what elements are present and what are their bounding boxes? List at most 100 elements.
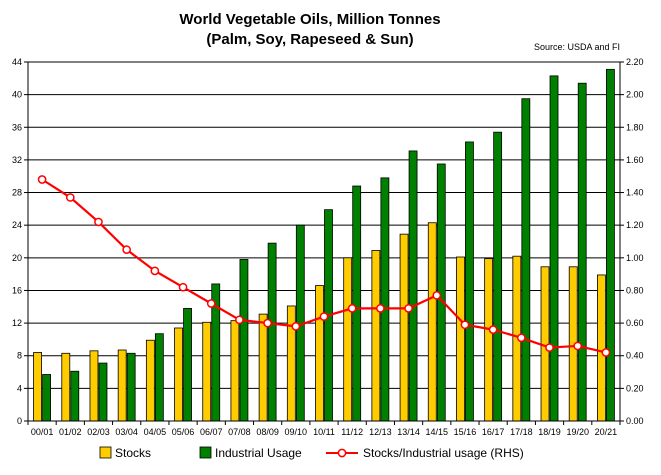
stocks-ratio-point: [291, 322, 301, 331]
y-right-tick-label: 2.00: [626, 90, 644, 100]
y-left-tick-label: 44: [12, 57, 22, 67]
stocks-bar: [174, 327, 183, 422]
chart-title-line-1: World Vegetable Oils, Million Tonnes: [179, 11, 440, 28]
stocks-bar: [484, 258, 494, 422]
industrial-usage-bar: [493, 131, 503, 422]
y-right-tick-label: 1.60: [626, 155, 644, 165]
plot-background: [28, 62, 620, 421]
x-tick-label: 00/01: [31, 427, 54, 437]
x-tick-label: 16/17: [482, 427, 505, 437]
x-tick-label: 18/19: [538, 427, 561, 437]
stocks-ratio-point: [404, 304, 413, 313]
stocks-bar: [315, 285, 324, 422]
x-tick-label: 11/12: [341, 427, 363, 437]
stocks-bar: [427, 222, 437, 422]
x-tick-label: 13/14: [397, 427, 420, 437]
y-left-tick-label: 12: [12, 318, 22, 328]
x-tick-label: 03/04: [115, 427, 138, 437]
industrial-usage-bar: [267, 242, 277, 422]
stocks-ratio-point: [150, 266, 160, 276]
x-tick-label: 20/21: [595, 427, 618, 437]
y-left-tick-label: 36: [12, 122, 22, 132]
industrial-usage-bar: [183, 308, 192, 422]
legend-stocks-swatch: [99, 446, 112, 459]
y-left-tick-label: 4: [17, 383, 22, 393]
y-left-tick-label: 40: [12, 90, 22, 100]
stocks-bar: [145, 339, 155, 422]
x-tick-label: 08/09: [256, 427, 279, 437]
y-right-tick-label: 0.80: [626, 285, 644, 295]
stocks-bar: [117, 349, 127, 422]
stocks-ratio-point: [206, 299, 216, 308]
stocks-ratio-point: [601, 348, 611, 357]
stocks-ratio-point: [460, 320, 470, 330]
stocks-bar: [89, 350, 99, 422]
legend-stocks-ratio-swatch-marker: [337, 448, 347, 458]
stocks-ratio-point: [235, 315, 244, 325]
y-right-tick-label: 0.60: [626, 318, 644, 328]
legend-industrial-usage-swatch: [199, 446, 212, 459]
x-tick-label: 09/10: [285, 427, 308, 437]
y-left-tick-label: 0: [17, 416, 22, 426]
stocks-ratio-point: [432, 291, 442, 300]
x-tick-label: 01/02: [59, 427, 82, 437]
stocks-ratio-point: [347, 304, 357, 313]
stocks-ratio-point: [263, 318, 272, 328]
industrial-usage-bar: [521, 98, 531, 422]
x-tick-label: 07/08: [228, 427, 251, 437]
industrial-usage-bar: [98, 362, 108, 422]
industrial-usage-bar: [352, 185, 362, 422]
legend: Stocks Industrial Usage Stocks/Industrial …: [99, 446, 524, 460]
industrial-usage-bar: [549, 75, 559, 422]
stocks-bar: [343, 257, 353, 422]
stocks-bar: [456, 256, 465, 422]
x-tick-label: 14/15: [425, 427, 448, 437]
stocks-ratio-point: [516, 333, 526, 343]
stocks-bar: [61, 352, 71, 422]
industrial-usage-bar: [577, 82, 587, 422]
stocks-bar: [399, 233, 409, 422]
stocks-ratio-point: [488, 325, 498, 334]
chart-source: Source: USDA and FI: [534, 42, 620, 52]
y-right-tick-label: 1.20: [626, 220, 644, 230]
y-right-tick-label: 1.80: [626, 122, 644, 132]
stocks-bar: [230, 320, 240, 422]
x-tick-label: 04/05: [144, 427, 167, 437]
y-left-tick-label: 24: [12, 220, 22, 230]
stocks-bar: [597, 274, 606, 422]
legend-industrial-usage-label: Industrial Usage: [215, 446, 302, 460]
y-left-tick-label: 32: [12, 155, 22, 165]
x-tick-label: 06/07: [200, 427, 223, 437]
industrial-usage-bar: [42, 374, 51, 422]
stocks-bar: [202, 321, 212, 422]
x-tick-label: 17/18: [510, 427, 533, 437]
stocks-bar: [258, 313, 268, 422]
x-tick-label: 02/03: [87, 427, 110, 437]
stocks-ratio-point: [122, 245, 132, 255]
y-right-tick-label: 1.00: [626, 253, 644, 263]
industrial-usage-bar: [380, 177, 390, 422]
y-right-tick-label: 0.20: [626, 383, 644, 393]
industrial-usage-bar: [70, 370, 80, 422]
stocks-ratio-point: [545, 343, 554, 352]
stocks-ratio-point: [178, 282, 188, 292]
legend-stocks-label: Stocks: [115, 446, 151, 460]
industrial-usage-bar: [606, 68, 615, 422]
x-tick-label: 15/16: [454, 427, 477, 437]
stocks-ratio-point: [94, 217, 103, 227]
y-left-tick-label: 20: [12, 253, 22, 263]
y-left-tick-label: 16: [12, 285, 22, 295]
x-tick-label: 19/20: [566, 427, 589, 437]
y-right-tick-label: 0.00: [626, 416, 644, 426]
industrial-usage-bar: [126, 352, 136, 422]
stocks-bar: [371, 250, 381, 422]
legend-stocks-ratio-label: Stocks/Industrial usage (RHS): [363, 446, 524, 460]
industrial-usage-bar: [154, 333, 164, 422]
stocks-ratio-point: [37, 175, 47, 184]
y-right-tick-label: 1.40: [626, 188, 644, 198]
y-left-tick-label: 28: [12, 188, 22, 198]
industrial-usage-bar: [239, 259, 249, 422]
industrial-usage-bar: [408, 150, 418, 422]
